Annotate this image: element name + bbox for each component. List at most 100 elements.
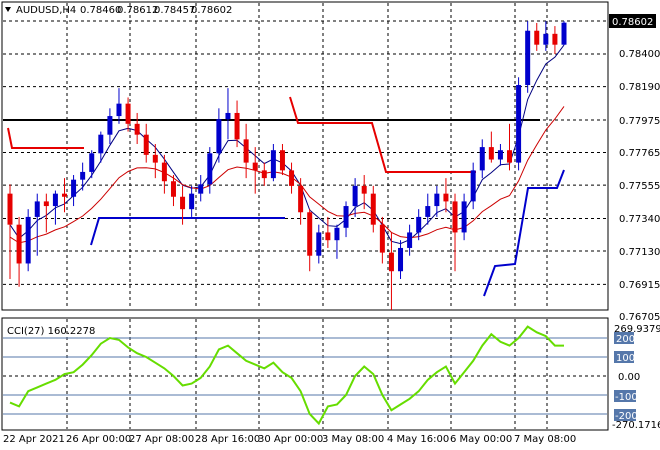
- high-value: 0.78612: [117, 5, 158, 16]
- candle-body: [7, 193, 13, 225]
- candle-body: [298, 185, 304, 213]
- candle-body: [252, 162, 258, 171]
- cci-level-badge: [614, 390, 636, 402]
- candle-body: [243, 139, 249, 163]
- time-axis: 22 Apr 2021 26 Apr 00:00 27 Apr 08:00 28…: [3, 434, 576, 445]
- candle-body: [225, 112, 231, 120]
- time-tick: 6 May 00:00: [450, 434, 512, 445]
- candle-body: [25, 216, 31, 264]
- candle-body: [497, 150, 503, 160]
- candle-body: [379, 224, 385, 253]
- slow-ma-line: [9, 106, 565, 244]
- low-value: 0.78457: [154, 5, 195, 16]
- candle-body: [289, 170, 295, 186]
- cci-level-label: -200: [615, 411, 638, 422]
- resistance-step-line: [289, 96, 476, 173]
- candle-body: [207, 153, 213, 185]
- candle-body: [552, 33, 558, 45]
- price-tick: 0.77765: [619, 148, 660, 159]
- candle-body: [352, 185, 358, 207]
- candle-body: [452, 201, 458, 233]
- candle-body: [80, 171, 86, 180]
- candle-body: [61, 193, 67, 197]
- cci-level-label: 200: [616, 334, 635, 345]
- candle-body: [488, 147, 494, 160]
- candle-body: [107, 116, 113, 135]
- close-value: 0.78602: [191, 5, 232, 16]
- price-tick: 0.77975: [619, 116, 660, 127]
- candle-body: [525, 30, 531, 86]
- current-price-badge: [609, 14, 656, 28]
- candle-body: [470, 170, 476, 202]
- current-price-label: 0.78602: [612, 17, 653, 28]
- price-tick: 0.78400: [619, 49, 660, 60]
- candle-body: [16, 224, 22, 264]
- candle-body: [307, 212, 313, 256]
- candle-body: [434, 193, 440, 207]
- indicator-frame: [1, 317, 609, 431]
- candle-body: [170, 181, 176, 197]
- candle-body: [71, 179, 77, 197]
- candle-body: [270, 150, 276, 179]
- candle-body: [416, 216, 422, 233]
- cci-max-label: 269.9379: [614, 324, 660, 335]
- candle-body: [216, 119, 222, 154]
- time-tick: 27 Apr 08:00: [129, 434, 194, 445]
- candle-body: [261, 170, 267, 179]
- time-tick: 3 May 08:00: [322, 434, 384, 445]
- candle-body: [152, 154, 158, 163]
- candle-body: [561, 22, 567, 45]
- candle-body: [134, 123, 140, 135]
- candle-body: [507, 150, 513, 163]
- candle-body: [180, 196, 186, 210]
- candle-body: [189, 193, 195, 210]
- cci-level-label: 100: [616, 353, 635, 364]
- support-step-line: [483, 169, 565, 297]
- time-tick: 7 May 08:00: [514, 434, 576, 445]
- time-tick: 22 Apr 2021: [3, 434, 65, 445]
- candle-body: [116, 103, 122, 117]
- candle-body: [334, 227, 340, 241]
- candle-body: [52, 193, 58, 207]
- cci-zero-label: 0.00: [618, 372, 640, 383]
- candle-body: [370, 193, 376, 225]
- candle-body: [325, 232, 331, 241]
- candle-body: [34, 201, 40, 217]
- candle-body: [234, 112, 240, 140]
- candle-body: [398, 247, 404, 272]
- candle-body: [89, 153, 95, 172]
- price-axis: 0.78400 0.78190 0.77975 0.77765 0.77555 …: [619, 49, 660, 323]
- candle-body: [543, 33, 549, 45]
- candle-body: [279, 150, 285, 171]
- support-step-line: [90, 217, 285, 246]
- price-tick: 0.77340: [619, 214, 660, 225]
- price-tick: 0.78190: [619, 82, 660, 93]
- cci-level-badge: [614, 332, 634, 344]
- resistance-step-line: [7, 127, 84, 149]
- candle-body: [534, 30, 540, 45]
- time-tick: 30 Apr 00:00: [258, 434, 323, 445]
- candle-body: [143, 134, 149, 155]
- candle-body: [516, 85, 522, 163]
- candle-body: [343, 206, 349, 228]
- candle-body: [316, 232, 322, 256]
- cci-min-label: -270.1716: [612, 420, 660, 431]
- time-tick: 4 May 16:00: [387, 434, 449, 445]
- symbol-label: AUDUSD,H4: [16, 5, 76, 16]
- dropdown-arrow-icon[interactable]: [5, 7, 11, 12]
- candle-body: [43, 201, 49, 207]
- candle-body: [443, 193, 449, 202]
- cci-level-label: -100: [615, 392, 638, 403]
- price-tick: 0.77130: [619, 247, 660, 258]
- main-chart-frame: [1, 1, 609, 311]
- candlestick-series: [7, 21, 567, 311]
- open-value: 0.78460: [80, 5, 121, 16]
- candle-body: [161, 162, 167, 182]
- candle-body: [461, 201, 467, 233]
- time-tick: 26 Apr 00:00: [66, 434, 131, 445]
- candle-body: [479, 147, 485, 171]
- price-tick: 0.76915: [619, 280, 660, 291]
- candle-body: [198, 184, 204, 194]
- price-tick: 0.76705: [619, 312, 660, 323]
